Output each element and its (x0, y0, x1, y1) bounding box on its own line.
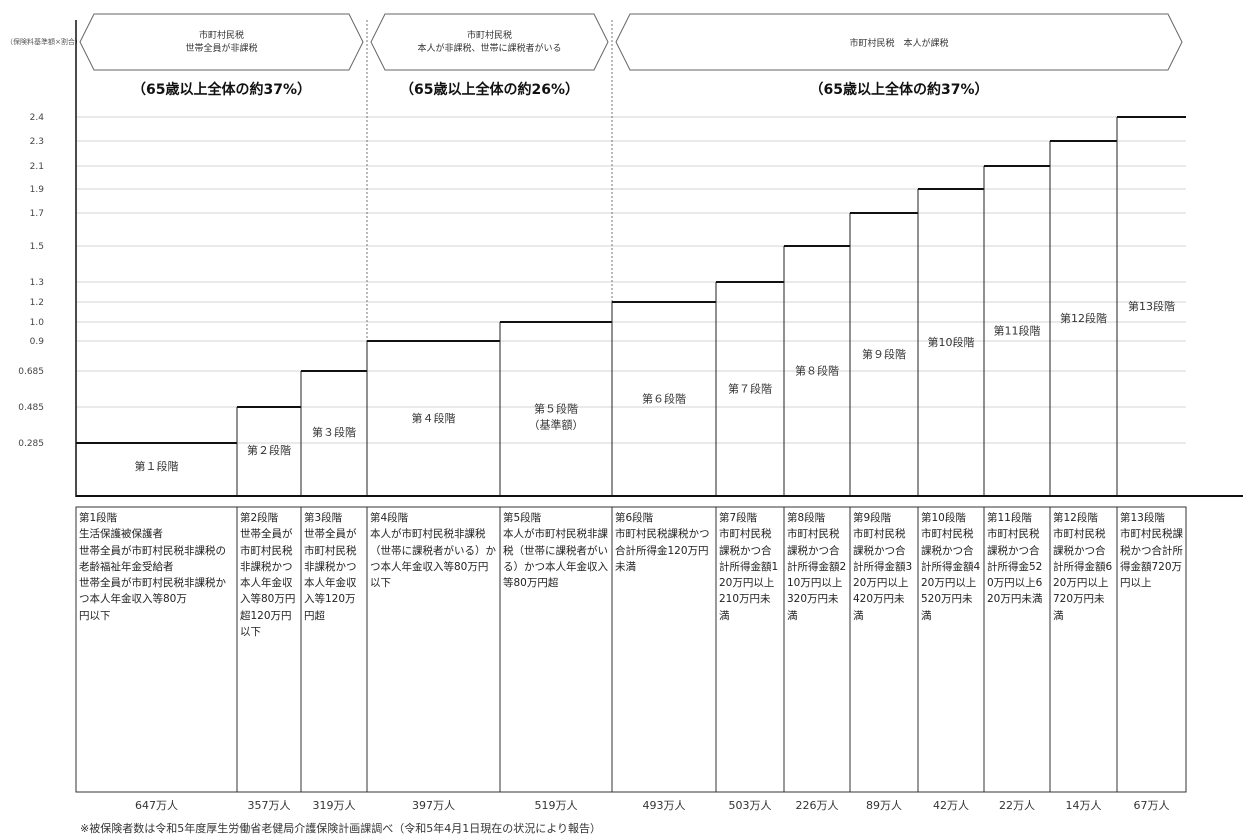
footnote: ※被保険者数は令和5年度厚生労働省老健局介護保険計画課調べ（令和5年4月1日現在… (80, 822, 601, 835)
stage-count: 319万人 (312, 799, 356, 812)
stage-label: 第８段階 (795, 364, 839, 378)
stage-description: 第3段階 世帯全員が市町村民税非課税かつ本人年金収入等120万円超 (304, 512, 357, 622)
stage-description: 第6段階 市町村民税課税かつ合計所得金120万円未満 (615, 512, 710, 573)
stage-count: 42万人 (933, 799, 969, 812)
stage-description: 第11段階 市町村民税課税かつ合計所得金520万円以上620万円未満 (987, 512, 1043, 606)
group-share-label: （65歳以上全体の約37%） (810, 81, 989, 98)
y-tick-label: 1.0 (30, 318, 45, 328)
stage-description: 第1段階 生活保護被保護者 世帯全員が市町村民税非課税の老齢福祉年金受給者 世帯… (79, 512, 226, 622)
group-arrow (370, 13, 609, 71)
stage-count: 357万人 (247, 799, 291, 812)
stage-count: 519万人 (534, 799, 578, 812)
stage-count: 503万人 (728, 799, 772, 812)
stage-description: 第13段階 市町村民税課税かつ合計所得金額720万円以上 (1120, 512, 1183, 590)
y-tick-label: 1.7 (30, 209, 44, 219)
y-tick-label: 1.9 (30, 185, 45, 195)
group-title: 本人が非課税、世帯に課税者がいる (417, 42, 561, 54)
y-tick-label: 1.3 (30, 278, 44, 288)
stage-label: 第10段階 (928, 335, 975, 349)
description-table-border (75, 506, 1187, 793)
y-tick-label: 2.3 (30, 137, 44, 147)
y-tick-label: 2.4 (30, 113, 45, 123)
group-share-label: （65歳以上全体の約37%） (132, 81, 311, 98)
group-arrow (79, 13, 364, 71)
y-tick-label: 0.9 (30, 337, 45, 347)
stage-count: 14万人 (1065, 799, 1102, 812)
stage-description: 第7段階 市町村民税課税かつ合計所得金額120万円以上210万円未満 (719, 512, 779, 622)
group-share-label: （65歳以上全体の約26%） (400, 81, 579, 98)
stage-count: 67万人 (1133, 799, 1170, 812)
stage-description: 第10段階 市町村民税課税かつ合計所得金額420万円以上520万円未満 (921, 512, 981, 622)
stage-count: 493万人 (642, 799, 686, 812)
stage-label: 第２段階 (247, 443, 291, 457)
y-axis-label: （保険料基準額×割合） (6, 37, 82, 46)
stage-sublabel: （基準額） (529, 418, 584, 432)
y-tick-label: 1.5 (30, 242, 44, 252)
group-arrow (615, 13, 1183, 71)
stage-label: 第12段階 (1060, 311, 1107, 325)
y-tick-label: 1.2 (30, 298, 44, 308)
stage-count: 89万人 (866, 799, 902, 812)
group-title: 市町村民税 (199, 29, 244, 41)
stage-count: 647万人 (135, 799, 178, 812)
stage-description: 第2段階 世帯全員が市町村民税非課税かつ本人年金収入等80万円超120万円以下 (240, 512, 296, 638)
group-title: 市町村民税 (467, 29, 512, 41)
stage-label: 第３段階 (312, 425, 356, 439)
group-title: 世帯全員が非課税 (185, 42, 257, 54)
stage-label: 第５段階 (534, 402, 578, 416)
stage-label: 第７段階 (728, 382, 772, 396)
stage-count: 22万人 (999, 799, 1035, 812)
y-tick-label: 0.685 (18, 367, 44, 377)
stage-label: 第４段階 (412, 411, 456, 425)
stage-label: 第６段階 (642, 392, 686, 406)
stage-label: 第13段階 (1128, 299, 1175, 313)
stage-description: 第9段階 市町村民税課税かつ合計所得金額320万円以上420万円未満 (853, 512, 913, 622)
stage-description: 第8段階 市町村民税課税かつ合計所得金額210万円以上320万円未満 (787, 512, 847, 622)
stage-description: 第12段階 市町村民税課税かつ合計所得金額620万円以上720万円未満 (1053, 512, 1113, 622)
y-tick-label: 0.285 (18, 439, 44, 449)
stage-count: 226万人 (795, 799, 839, 812)
y-tick-label: 2.1 (30, 162, 44, 172)
stage-count: 397万人 (412, 799, 455, 812)
stage-label: 第１段階 (135, 459, 179, 473)
y-tick-label: 0.485 (18, 403, 44, 413)
stage-description: 第5段階 本人が市町村民税非課税（世帯に課税者がいる）かつ本人年金収入等80万円… (503, 512, 608, 590)
stage-description: 第4段階 本人が市町村民税非課税（世帯に課税者がいる）かつ本人年金収入等80万円… (370, 512, 496, 590)
group-title: 市町村民税 本人が課税 (849, 37, 948, 49)
stage-label: 第９段階 (862, 347, 906, 361)
stage-label: 第11段階 (994, 324, 1041, 338)
